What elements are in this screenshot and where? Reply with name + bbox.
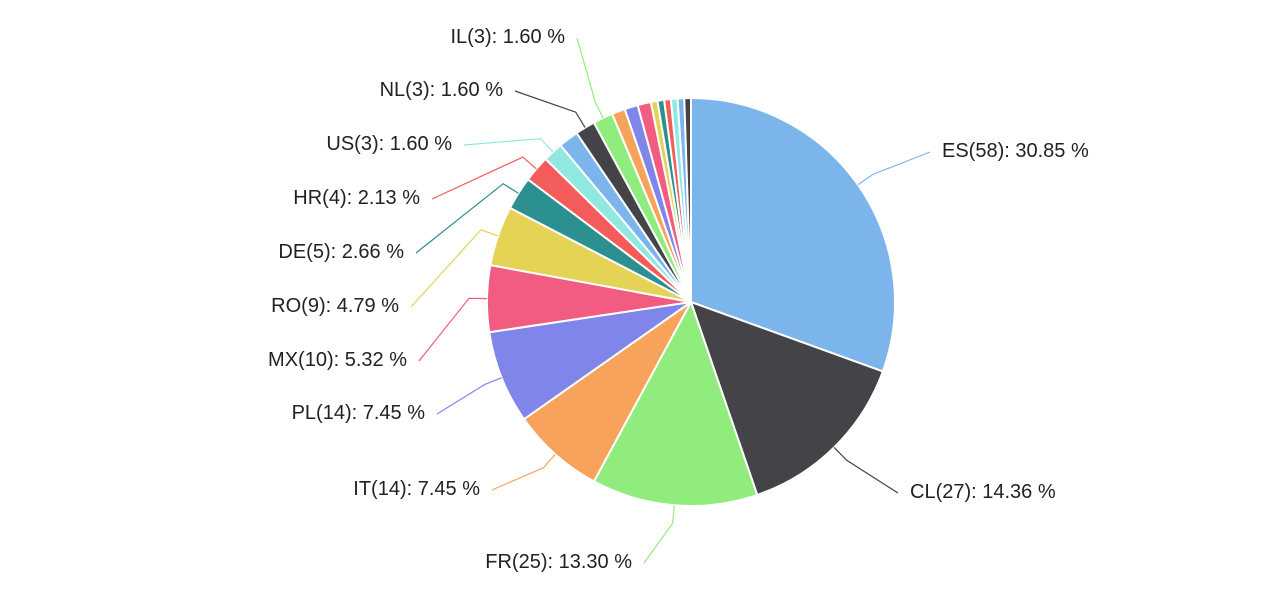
leader-line-es	[857, 151, 931, 186]
leader-line-fr	[643, 505, 675, 564]
pie-slice-fr[interactable]	[592, 299, 759, 508]
pie-slice-cl[interactable]	[689, 300, 885, 497]
leader-line-de	[415, 182, 519, 254]
slice-label-ro: RO(9): 4.79 %	[271, 295, 399, 317]
leader-line-nl	[514, 90, 586, 128]
slice-label-fr: FR(25): 13.30 %	[485, 551, 632, 573]
leader-line-cl	[833, 446, 899, 494]
slice-label-nl: NL(3): 1.60 %	[380, 79, 504, 101]
leader-lines-layer	[410, 37, 931, 564]
pie-slice-unlabeled-21[interactable]	[683, 96, 692, 303]
leader-line-hr	[431, 156, 537, 200]
labels-layer: ES(58): 30.85 % CL(27): 14.36 % FR(25): 13…	[268, 26, 1089, 573]
leader-line-il	[576, 37, 604, 119]
slice-label-de: DE(5): 2.66 %	[278, 241, 404, 263]
slice-label-cl: CL(27): 14.36 %	[910, 481, 1056, 503]
leader-line-mx	[418, 297, 488, 362]
leader-line-pl	[436, 377, 502, 415]
slice-label-hr: HR(4): 2.13 %	[293, 187, 420, 209]
slice-label-us: US(3): 1.60 %	[326, 133, 452, 155]
pie-slice-es[interactable]	[690, 96, 897, 373]
slice-label-mx: MX(10): 5.32 %	[268, 349, 407, 371]
slice-label-pl: PL(14): 7.45 %	[292, 402, 426, 424]
leader-line-us	[463, 138, 554, 153]
slice-label-il: IL(3): 1.60 %	[450, 26, 565, 48]
leader-line-ro	[410, 229, 499, 308]
slice-label-it: IT(14): 7.45 %	[353, 478, 480, 500]
leader-line-it	[491, 454, 556, 491]
slice-label-es: ES(58): 30.85 %	[942, 140, 1089, 162]
slices-layer	[486, 96, 897, 508]
